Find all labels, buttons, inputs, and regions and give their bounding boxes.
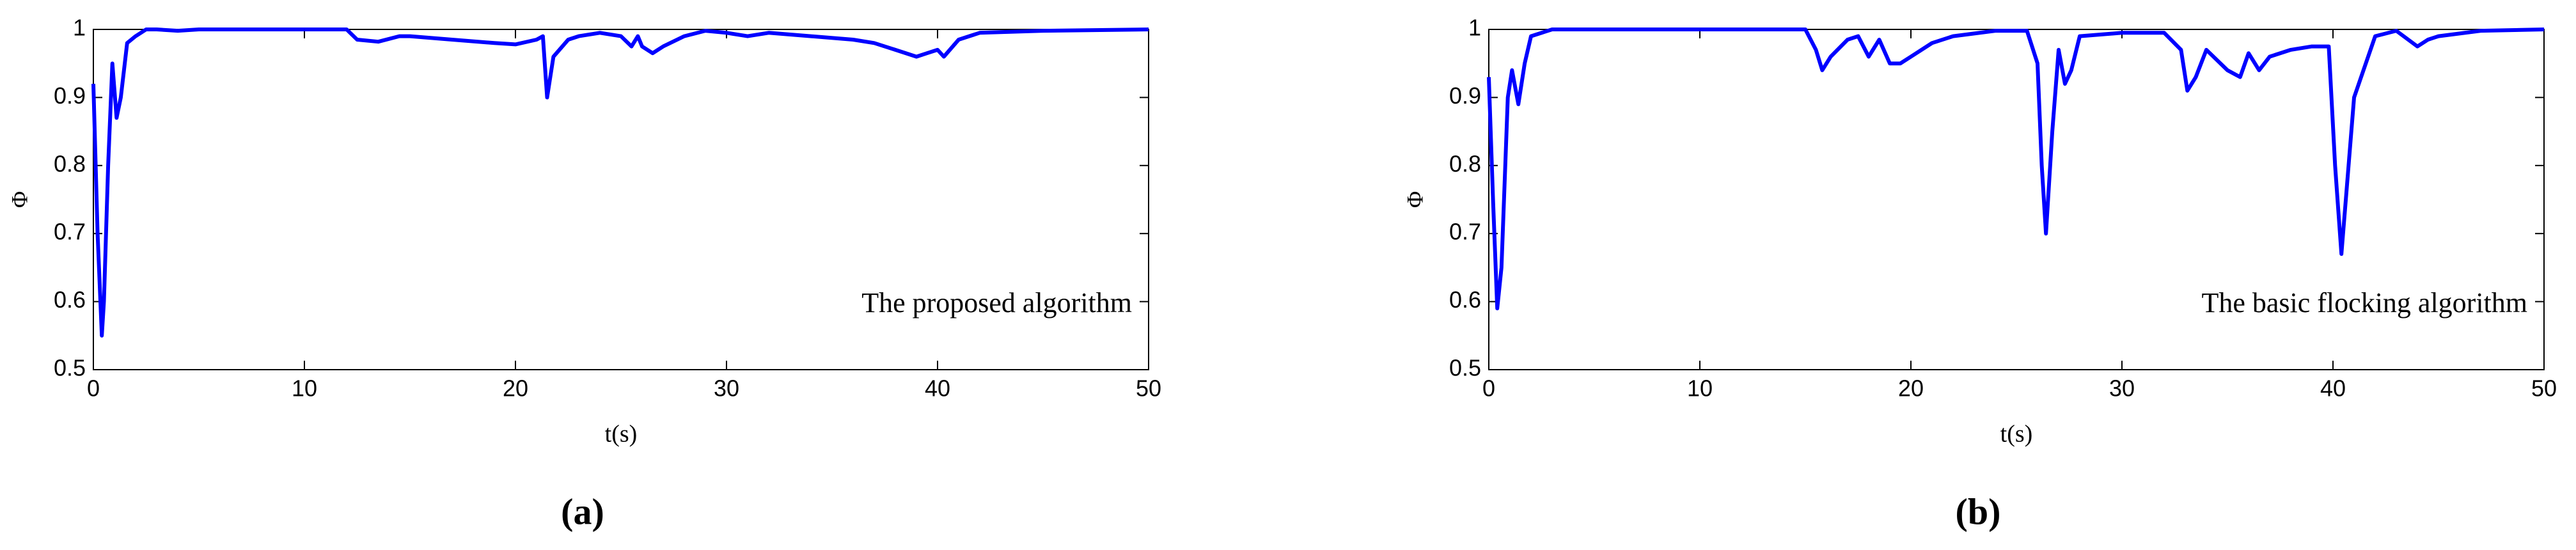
- y-tick-label: 0.9: [1449, 82, 1481, 109]
- x-tick-label: 50: [2531, 375, 2557, 402]
- x-tick-label: 0: [1482, 375, 1495, 402]
- y-tick-label: 0.5: [54, 355, 86, 381]
- x-tick-label: 0: [87, 375, 100, 402]
- plot-area: [1488, 29, 2545, 370]
- y-tick-label: 0.7: [1449, 219, 1481, 245]
- y-tick-label: 0.5: [1449, 355, 1481, 381]
- x-tick-label: 20: [1898, 375, 1924, 402]
- caption: (a): [561, 491, 604, 532]
- x-axis-label: t(s): [2000, 421, 2033, 448]
- y-tick-label: 1: [1468, 15, 1481, 41]
- annotation: The basic flocking algorithm: [2201, 287, 2527, 318]
- x-tick-label: 10: [292, 375, 317, 402]
- y-axis-label: Φ: [1402, 191, 1427, 208]
- x-tick-label: 30: [2109, 375, 2135, 402]
- x-tick-label: 20: [503, 375, 528, 402]
- x-tick-label: 40: [2320, 375, 2346, 402]
- y-tick-label: 0.8: [54, 150, 86, 177]
- x-tick-label: 30: [714, 375, 739, 402]
- y-axis-label: Φ: [6, 191, 32, 208]
- annotation: The proposed algorithm: [861, 287, 1132, 318]
- plot-area: [93, 29, 1149, 370]
- x-axis-label: t(s): [605, 421, 638, 448]
- x-tick-label: 50: [1136, 375, 1161, 402]
- data-line: [1487, 28, 2545, 311]
- caption: (b): [1956, 491, 2001, 532]
- data-line: [91, 28, 1149, 338]
- y-tick-label: 0.7: [54, 219, 86, 245]
- y-tick-label: 0.9: [54, 82, 86, 109]
- y-tick-label: 0.8: [1449, 150, 1481, 177]
- x-tick-label: 10: [1687, 375, 1713, 402]
- y-tick-label: 0.6: [1449, 287, 1481, 313]
- y-tick-label: 1: [73, 15, 86, 41]
- y-tick-label: 0.6: [54, 287, 86, 313]
- x-tick-label: 40: [925, 375, 950, 402]
